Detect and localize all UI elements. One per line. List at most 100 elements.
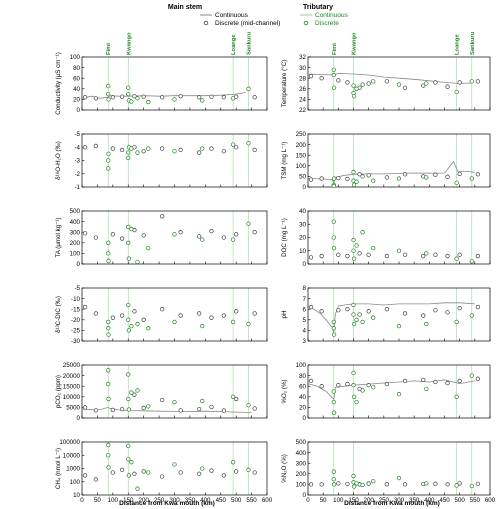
- tributary-discrete-point: [126, 302, 131, 308]
- main-discrete-point: [160, 307, 165, 312]
- tributary-discrete-point: [106, 381, 111, 387]
- y-tick-label: -30: [71, 338, 81, 345]
- x-tick-label: 400: [200, 497, 211, 504]
- tributary-discrete-point: [129, 99, 134, 104]
- tributary-discrete-point: [354, 317, 359, 322]
- x-tick-label: 450: [216, 497, 227, 504]
- tributary-discrete-point: [106, 158, 111, 163]
- tributary-discrete-point: [351, 394, 357, 399]
- tributary-discrete-point: [126, 372, 131, 377]
- tributary-discrete-point: [469, 176, 474, 181]
- tributary-discrete-point: [424, 175, 429, 180]
- main-discrete-point: [221, 408, 226, 413]
- main-discrete-point: [345, 80, 350, 85]
- main-discrete-point: [445, 253, 450, 259]
- main-discrete-point: [384, 482, 390, 487]
- tributary-discrete-point: [351, 237, 356, 243]
- main-discrete-point: [119, 94, 125, 99]
- tributary-discrete-point: [246, 467, 251, 472]
- tributary-discrete-point: [469, 313, 474, 318]
- x-tick-label: 50: [94, 497, 101, 504]
- tributary-discrete-point: [106, 240, 111, 245]
- tributary-discrete-point: [200, 237, 205, 242]
- tributary-discrete-point: [371, 245, 376, 251]
- x-tick-label: 50: [320, 497, 327, 504]
- main-discrete-point: [457, 378, 462, 384]
- y-tick-label: 400: [296, 450, 307, 457]
- legend-trib-discrete-label: Discrete: [315, 20, 339, 27]
- y-tick-label: 40: [299, 394, 306, 401]
- x-tick-label: 150: [348, 497, 359, 504]
- y-tick-label: 60: [73, 75, 80, 82]
- y-axis-label: DOC (mg L⁻¹): [281, 218, 288, 257]
- tributary-discrete-point: [106, 166, 111, 171]
- main-discrete-point: [308, 304, 314, 310]
- legend-main-discrete-swatch: [203, 20, 209, 26]
- main-discrete-point: [110, 95, 115, 100]
- tributary-discrete-point: [106, 83, 111, 89]
- y-tick-label: -1: [74, 184, 80, 191]
- tributary-label: Fimi: [106, 43, 112, 55]
- y-tick-label: 200: [296, 142, 307, 149]
- tributary-discrete-point: [371, 79, 376, 84]
- tributary-discrete-point: [331, 176, 337, 181]
- y-tick-label: 10: [73, 492, 80, 499]
- main-discrete-point: [319, 176, 324, 181]
- x-tick-label: 250: [154, 497, 165, 504]
- tributary-discrete-point: [331, 85, 337, 90]
- main-discrete-point: [457, 481, 462, 486]
- tributary-discrete-point: [146, 99, 151, 105]
- tributary-discrete-point: [129, 146, 134, 151]
- main-discrete-point: [336, 252, 341, 257]
- tributary-discrete-point: [396, 82, 402, 87]
- x-tick-label: 300: [394, 497, 405, 504]
- tributary-discrete-point: [331, 389, 336, 394]
- main-discrete-point: [445, 84, 450, 89]
- legend-tributary-title: Tributary: [303, 4, 333, 11]
- tributary-discrete-point: [351, 382, 356, 388]
- main-discrete-point: [252, 230, 257, 235]
- y-tick-label: 50: [299, 174, 306, 181]
- main-discrete-point: [209, 94, 214, 99]
- main-discrete-point: [110, 315, 115, 320]
- y-tick-label: 0: [303, 184, 307, 191]
- tributary-discrete-point: [396, 475, 402, 481]
- tributary-discrete-point: [126, 457, 131, 462]
- y-tick-label: 200: [70, 240, 81, 247]
- y-tick-label: 20: [73, 97, 80, 104]
- tributary-discrete-point: [469, 79, 474, 84]
- tributary-discrete-point: [126, 443, 131, 449]
- y-tick-label: 5000: [66, 405, 80, 412]
- y-tick-label: 250: [296, 131, 307, 138]
- panel-5: 10 100 1000 10000 100000 CH₄ (nmol L⁻¹) 0 50 100…: [55, 439, 273, 504]
- tributary-discrete-point: [246, 221, 251, 226]
- main-discrete-point: [345, 481, 350, 487]
- main-discrete-point: [457, 80, 462, 85]
- tributary-discrete-point: [126, 317, 131, 322]
- main-discrete-point: [132, 392, 137, 397]
- main-discrete-point: [209, 228, 214, 234]
- x-axis-label-right: Distance from Kwa mouth (km): [344, 500, 440, 507]
- tributary-discrete-point: [172, 232, 177, 237]
- main-discrete-point: [141, 405, 146, 410]
- tributary-discrete-point: [331, 72, 336, 78]
- main-discrete-point: [345, 381, 350, 387]
- tributary-discrete-point: [246, 141, 251, 146]
- tributary-discrete-point: [360, 174, 365, 179]
- tributary-discrete-point: [126, 256, 132, 261]
- main-discrete-point: [402, 482, 408, 487]
- main-discrete-point: [433, 379, 438, 385]
- x-tick-label: 450: [439, 497, 450, 504]
- y-axis-label: TSM (mg L⁻¹): [281, 142, 288, 180]
- main-discrete-point: [357, 312, 362, 317]
- tributary-discrete-point: [106, 258, 111, 263]
- tributary-discrete-point: [135, 321, 140, 327]
- tributary-discrete-point: [454, 483, 459, 488]
- tributary-discrete-point: [331, 319, 336, 325]
- main-discrete-point: [119, 147, 125, 153]
- main-discrete-point: [384, 381, 390, 387]
- tributary-discrete-point: [371, 479, 376, 484]
- tributary-discrete-point: [351, 302, 356, 308]
- y-tick-label: 0: [77, 107, 81, 114]
